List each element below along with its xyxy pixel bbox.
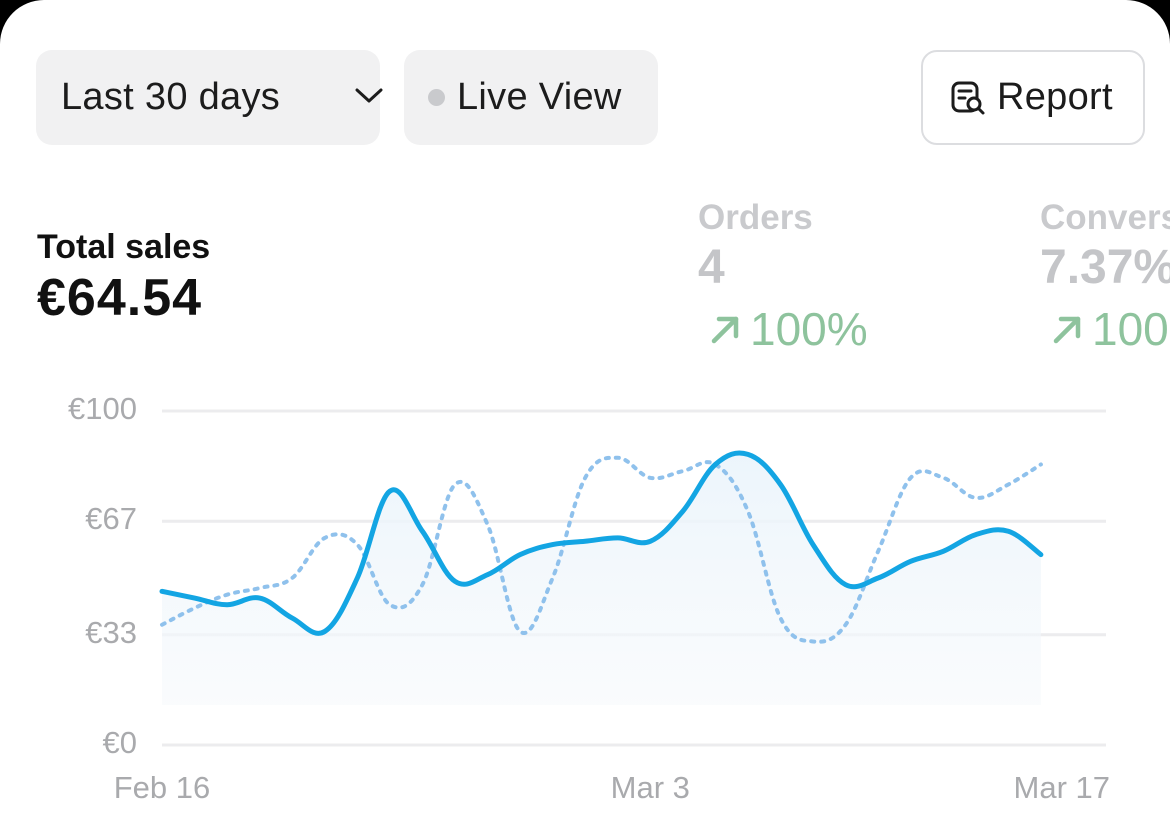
conversion-change: 100	[1050, 302, 1169, 356]
live-status-dot	[428, 89, 445, 106]
y-axis-tick-label: €67	[85, 501, 137, 537]
arrow-up-right-icon	[711, 316, 739, 344]
live-view-button[interactable]: Live View	[404, 50, 658, 145]
x-axis-tick-label: Mar 17	[1013, 770, 1110, 805]
report-search-icon	[951, 81, 985, 114]
current-period-line	[159, 450, 1044, 636]
date-range-label: Last 30 days	[61, 76, 281, 118]
y-axis-tick-label: €100	[68, 391, 137, 426]
orders-change: 100%	[708, 302, 868, 356]
total-sales-label: Total sales	[37, 228, 211, 266]
x-axis-tick-label: Mar 3	[610, 770, 690, 805]
report-label: Report	[997, 76, 1113, 118]
live-view-label: Live View	[457, 76, 622, 118]
x-axis-tick-label: Feb 16	[113, 770, 211, 805]
total-sales-value: €64.54	[37, 269, 203, 327]
arrow-up-right-icon	[1053, 316, 1081, 344]
chevron-down-icon	[355, 88, 383, 103]
orders-label[interactable]: Orders	[698, 198, 813, 237]
y-axis-tick-label: €0	[102, 725, 137, 760]
conversion-label[interactable]: Convers	[1040, 198, 1170, 237]
sales-line-chart	[159, 409, 1106, 747]
orders-change-value: 100%	[750, 303, 868, 355]
report-button[interactable]: Report	[921, 50, 1145, 145]
conversion-value: 7.37%	[1040, 241, 1170, 294]
comparison-period-line	[160, 455, 1043, 644]
conversion-change-value: 100	[1092, 303, 1169, 355]
date-range-dropdown[interactable]: Last 30 days	[36, 50, 383, 145]
orders-value: 4	[698, 241, 725, 294]
y-axis-tick-label: €33	[85, 614, 137, 650]
